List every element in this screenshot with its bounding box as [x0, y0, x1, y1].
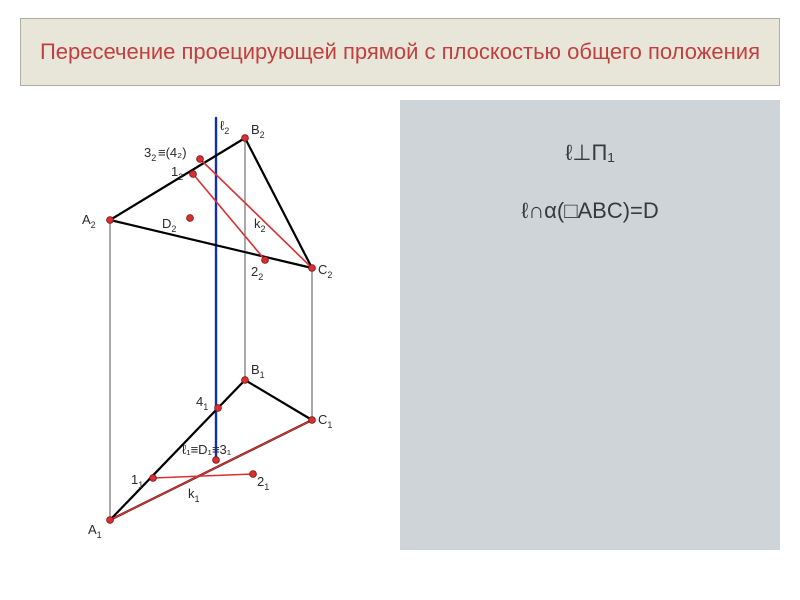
svg-text:ℓ2: ℓ2 [220, 118, 229, 136]
title-text: Пересечение проецирующей прямой с плоско… [40, 38, 760, 66]
svg-text:C2: C2 [318, 262, 332, 280]
slide: Пересечение проецирующей прямой с плоско… [0, 0, 800, 600]
formula-2: ℓ∩α(□ABC)=D [424, 198, 756, 224]
svg-text:D2: D2 [162, 216, 176, 234]
diagram-svg: A2B2C2D2122232≡(4₂)ℓ2k2A1B1C1112141ℓ₁≡D₁… [20, 100, 400, 550]
diagram-panel: A2B2C2D2122232≡(4₂)ℓ2k2A1B1C1112141ℓ₁≡D₁… [20, 100, 400, 550]
svg-text:A2: A2 [82, 212, 96, 230]
svg-text:21: 21 [257, 474, 269, 492]
svg-text:ℓ₁≡D₁≡3₁: ℓ₁≡D₁≡3₁ [182, 442, 232, 457]
svg-text:41: 41 [196, 394, 208, 412]
svg-text:11: 11 [131, 472, 143, 490]
svg-text:≡(4₂): ≡(4₂) [158, 145, 187, 160]
svg-text:32: 32 [144, 145, 156, 163]
svg-text:k2: k2 [254, 216, 266, 234]
svg-text:22: 22 [251, 264, 263, 282]
title-box: Пересечение проецирующей прямой с плоско… [20, 18, 780, 86]
svg-text:A1: A1 [88, 522, 102, 540]
formula-1: ℓ⊥П₁ [424, 140, 756, 166]
svg-text:B2: B2 [251, 122, 265, 140]
svg-text:C1: C1 [318, 412, 332, 430]
svg-text:B1: B1 [251, 362, 265, 380]
text-panel: ℓ⊥П₁ ℓ∩α(□ABC)=D [400, 100, 780, 550]
content-row: A2B2C2D2122232≡(4₂)ℓ2k2A1B1C1112141ℓ₁≡D₁… [20, 100, 780, 550]
svg-text:k1: k1 [188, 486, 200, 504]
